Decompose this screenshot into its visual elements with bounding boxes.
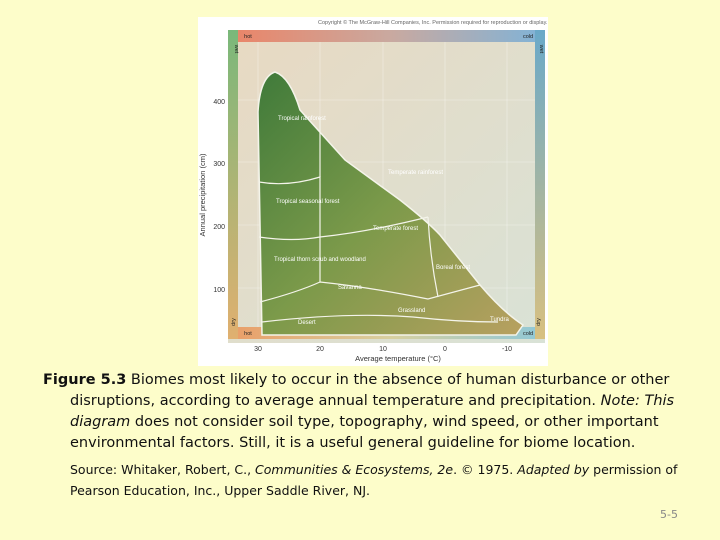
top-bar — [238, 30, 545, 42]
copyright: Copyright © The McGraw-Hill Companies, I… — [318, 19, 548, 26]
corner-label: dry — [536, 318, 542, 326]
x-tick-label: 10 — [379, 346, 387, 353]
biome-diagram: Copyright © The McGraw-Hill Companies, I… — [198, 17, 548, 366]
source-text: permission of Pearson Education, Inc., U… — [70, 462, 678, 498]
x-tick-label: 0 — [443, 346, 447, 353]
biome-label: Tropical rainforest — [278, 116, 326, 122]
corner-label: hot — [244, 331, 252, 337]
biome-region — [257, 71, 525, 336]
x-tick-label: 30 — [254, 346, 262, 353]
y-axis-label: Annual precipitation (cm) — [198, 153, 207, 236]
x-ticks: 30 20 10 0 -10 — [254, 346, 512, 353]
corner-label: cold — [523, 331, 533, 337]
biome-label: Tropical thorn scrub and woodland — [274, 257, 366, 263]
biome-label: Desert — [298, 320, 316, 326]
figure-label: Figure 5.3 — [43, 372, 127, 388]
y-tick-label: 300 — [213, 161, 225, 168]
corner-label: wet — [233, 44, 239, 54]
biome-label: Temperate rainforest — [388, 170, 443, 176]
x-axis-label: Average temperature (°C) — [355, 354, 441, 363]
biome-label: Boreal forest — [436, 265, 470, 271]
biome-labels: Tropical rainforest Temperate rainforest T… — [274, 116, 509, 326]
x-tick-label: -10 — [502, 346, 512, 353]
corner-label: wet — [538, 44, 544, 54]
right-bar — [535, 30, 545, 339]
source-text: Adapted by — [517, 462, 590, 477]
corner-label: hot — [244, 34, 252, 40]
biome-label: Savanna — [338, 285, 362, 291]
corner-label: cold — [523, 34, 533, 40]
y-tick-label: 200 — [213, 224, 225, 231]
source-book: Communities & Ecosystems, 2e — [255, 462, 454, 477]
biome-label: Temperate forest — [373, 226, 418, 232]
left-bar — [228, 30, 238, 339]
source: Source: Whitaker, Robert, C., Communitie… — [70, 459, 690, 501]
page-number: 5-5 — [660, 508, 678, 521]
y-tick-label: 400 — [213, 99, 225, 106]
y-tick-label: 100 — [213, 287, 225, 294]
corner-label: dry — [231, 318, 237, 326]
biome-boundaries — [258, 117, 499, 323]
biome-label: Tropical seasonal forest — [276, 199, 340, 205]
caption-text: Biomes most likely to occur in the absen… — [70, 372, 670, 409]
x-tick-label: 20 — [316, 346, 324, 353]
caption-note: Note: This diagram — [70, 393, 675, 430]
corner-labels: hot wet cold wet hot dry cold dry — [231, 34, 544, 337]
biome-label: Grassland — [398, 308, 425, 314]
caption-text: does not consider soil type, topography,… — [70, 414, 659, 451]
caption: Figure 5.3 Biomes most likely to occur i… — [43, 370, 683, 454]
biome-label: Tundra — [490, 317, 509, 323]
y-ticks: 400 300 200 100 — [213, 99, 225, 294]
source-text: Source: Whitaker, Robert, C., — [70, 462, 256, 477]
source-text: . © 1975. — [453, 462, 518, 477]
